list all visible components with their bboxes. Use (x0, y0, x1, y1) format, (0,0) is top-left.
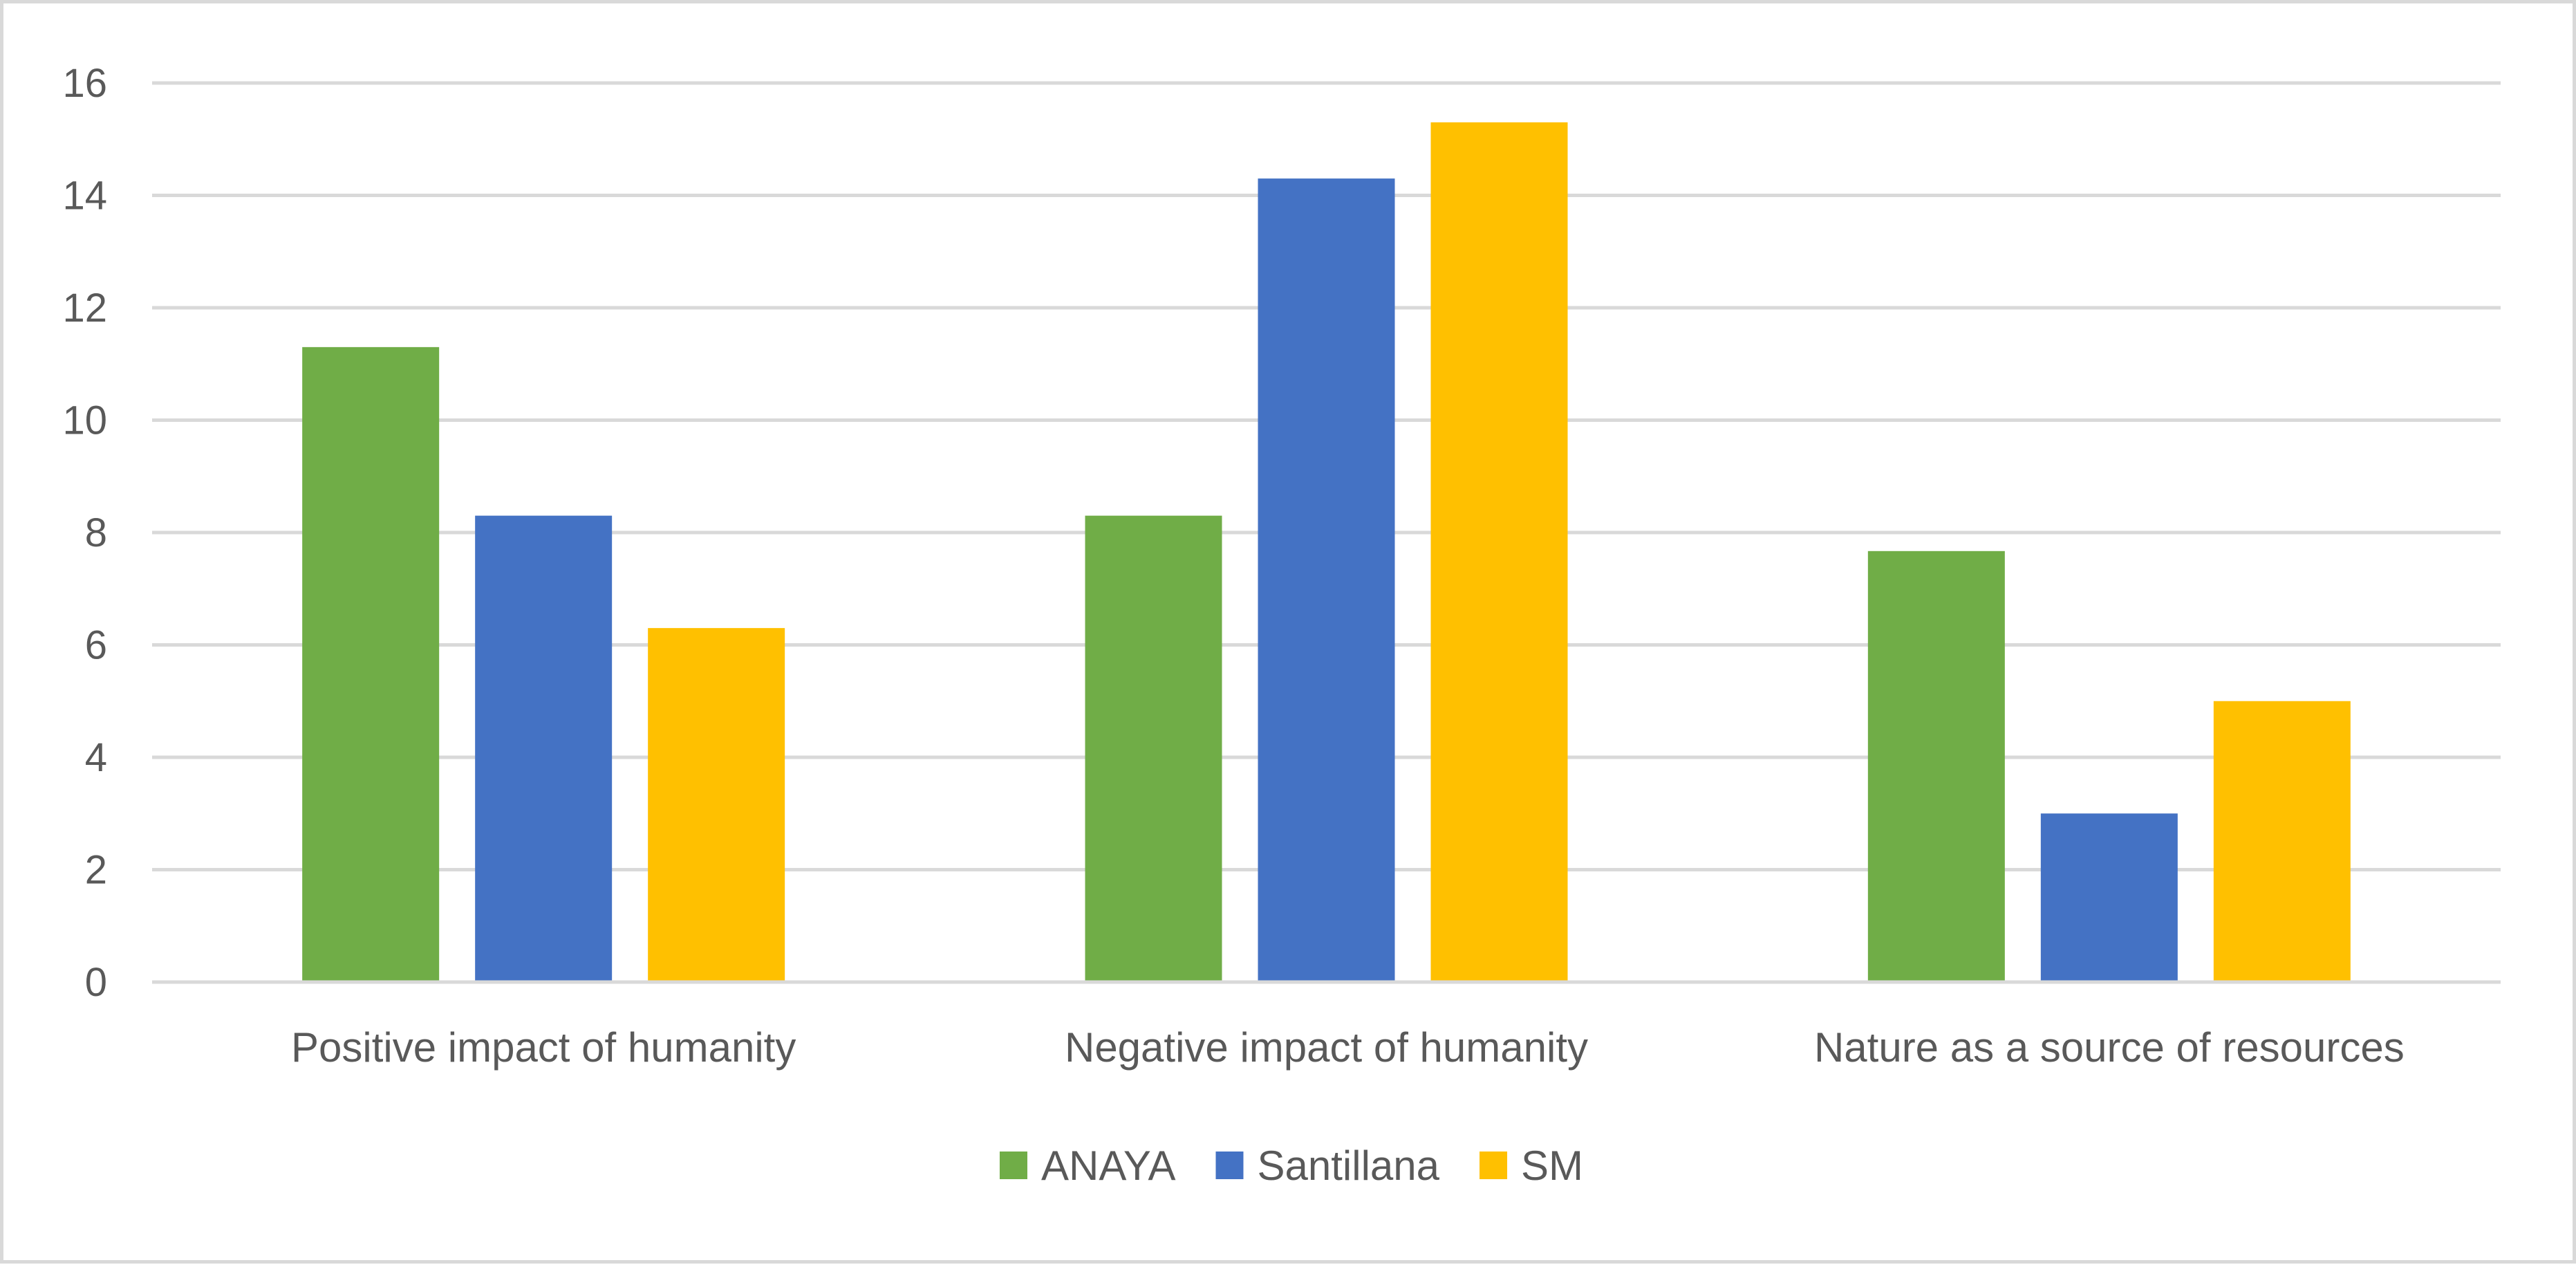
bar-chart: 0 2 4 6 8 10 12 14 16 Positive impact of humanit… (62, 61, 2501, 1189)
legend-swatch-santillana (1215, 1152, 1244, 1179)
y-tick-label: 10 (62, 398, 107, 443)
category-label: Negative impact of humanity (1065, 1024, 1588, 1071)
legend-label: Santillana (1257, 1143, 1439, 1189)
bar-santillana-2 (1258, 178, 1395, 982)
legend-label: SM (1521, 1143, 1583, 1189)
bar-sm-3 (2213, 701, 2351, 982)
legend-swatch-sm (1480, 1152, 1508, 1179)
y-tick-label: 8 (85, 510, 107, 555)
y-tick-label: 16 (62, 61, 107, 106)
y-tick-label: 12 (62, 286, 107, 331)
bar-anaya-3 (1867, 551, 2005, 982)
bar-anaya-1 (302, 346, 440, 982)
category-label: Positive impact of humanity (291, 1024, 796, 1071)
legend-swatch-anaya (999, 1152, 1027, 1179)
y-tick-label: 0 (85, 960, 107, 1005)
y-tick-label: 2 (85, 848, 107, 893)
y-axis-ticks: 0 2 4 6 8 10 12 14 16 (62, 61, 107, 1005)
legend-label: ANAYA (1041, 1143, 1176, 1189)
category-label: Nature as a source of resources (1814, 1024, 2405, 1071)
bar-sm-1 (648, 628, 785, 982)
legend: ANAYA Santillana SM (999, 1143, 1583, 1189)
bar-santillana-1 (475, 515, 613, 982)
x-axis-categories: Positive impact of humanity Negative impa… (291, 1024, 2405, 1071)
y-tick-label: 6 (85, 623, 107, 668)
bars (302, 122, 2351, 982)
bar-anaya-2 (1085, 515, 1222, 982)
bar-sm-2 (1430, 122, 1568, 982)
y-tick-label: 4 (85, 735, 107, 780)
bar-santillana-3 (2040, 813, 2178, 982)
y-tick-label: 14 (62, 174, 107, 219)
